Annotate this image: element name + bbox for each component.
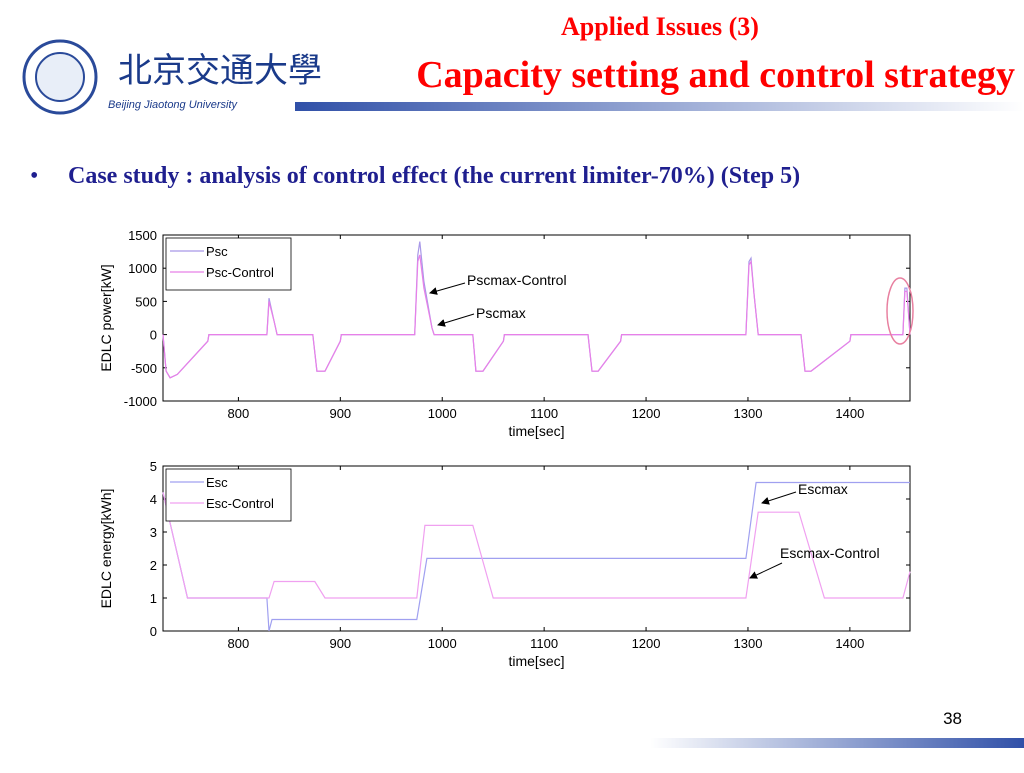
y-tick-label: 0 <box>150 624 157 639</box>
y-tick-label: 3 <box>150 525 157 540</box>
x-tick-label: 900 <box>329 406 351 421</box>
y-tick-label: 4 <box>150 492 157 507</box>
y-tick-label: 1500 <box>128 228 157 243</box>
annotation: Pscmax <box>476 305 526 321</box>
x-tick-label: 1300 <box>734 636 763 651</box>
y-tick-label: 1 <box>150 591 157 606</box>
arrow <box>429 282 466 295</box>
x-tick-label: 1200 <box>632 406 661 421</box>
y-axis-label: EDLC power[kW] <box>98 264 114 371</box>
bullet-marker: • <box>30 163 38 189</box>
y-tick-label: 5 <box>150 459 157 474</box>
legend-label: Esc-Control <box>206 496 274 511</box>
footer-bar <box>650 738 1024 748</box>
x-tick-label: 1400 <box>835 406 864 421</box>
legend-label: Psc <box>206 244 228 259</box>
y-tick-label: 2 <box>150 558 157 573</box>
y-tick-label: -500 <box>131 361 157 376</box>
y-tick-label: 0 <box>150 328 157 343</box>
title: Capacity setting and control strategy <box>416 54 1015 96</box>
x-tick-label: 1300 <box>734 406 763 421</box>
y-tick-label: -1000 <box>124 394 157 409</box>
legend <box>165 237 292 291</box>
series-line <box>162 492 911 599</box>
x-tick-label: 800 <box>228 406 250 421</box>
arrow <box>761 491 797 505</box>
series-line <box>162 254 911 379</box>
x-tick-label: 1100 <box>530 406 558 421</box>
logo-inner <box>35 52 85 102</box>
university: Beijing Jiaotong University <box>108 99 239 111</box>
logo-text: 北京交通大學 <box>118 52 322 90</box>
arrow <box>749 562 783 579</box>
y-tick-label: 500 <box>135 294 157 309</box>
x-tick-label: 1200 <box>632 636 661 651</box>
header-bar <box>295 102 1024 111</box>
x-axis-label: time[sec] <box>508 653 564 669</box>
arrow <box>437 313 475 327</box>
legend-label: Psc-Control <box>206 265 274 280</box>
page-number: 38 <box>943 709 962 728</box>
x-tick-label: 1400 <box>835 636 864 651</box>
legend <box>165 468 292 522</box>
annotation: Pscmax-Control <box>467 272 567 288</box>
x-tick-label: 1100 <box>530 636 558 651</box>
bullet: Case study : analysis of control effect … <box>68 163 800 189</box>
annotation: Escmax-Control <box>780 545 880 561</box>
y-axis-label: EDLC energy[kWh] <box>98 489 114 609</box>
heading: Applied Issues (3) <box>561 12 759 41</box>
x-tick-label: 1000 <box>428 636 457 651</box>
annotation: Escmax <box>798 481 848 497</box>
y-tick-label: 1000 <box>128 261 157 276</box>
x-tick-label: 1000 <box>428 406 457 421</box>
x-tick-label: 800 <box>228 636 250 651</box>
x-tick-label: 900 <box>329 636 351 651</box>
x-axis-label: time[sec] <box>508 423 564 439</box>
legend-label: Esc <box>206 475 228 490</box>
highlight-circle <box>886 277 914 345</box>
